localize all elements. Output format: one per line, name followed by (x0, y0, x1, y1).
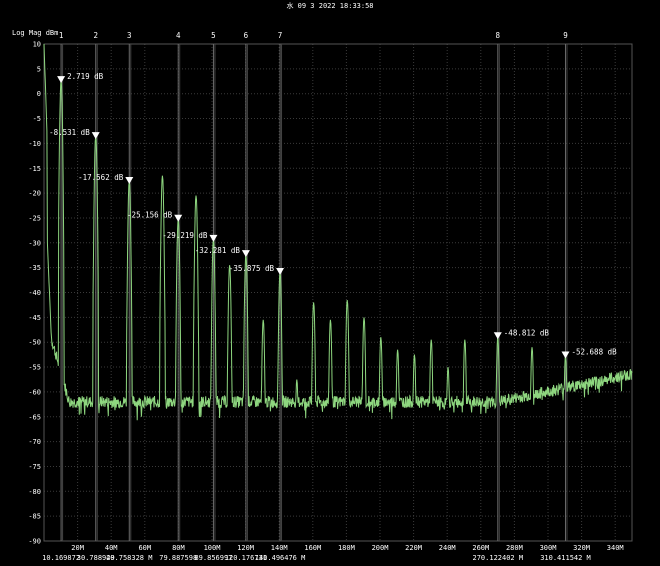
y-tick-label: -40 (28, 289, 41, 297)
marker-number: 8 (496, 31, 501, 40)
y-tick-label: -90 (28, 538, 41, 546)
y-tick-label: 0 (37, 90, 41, 98)
marker-triangle (125, 176, 134, 184)
marker-number: 2 (93, 31, 98, 40)
marker-frequency-readout: 140.496476 M (255, 554, 306, 562)
x-tick-label: 220M (405, 544, 422, 552)
marker-triangle (174, 214, 183, 222)
y-tick-label: -5 (33, 115, 41, 123)
marker-value-label: -8.531 dB (49, 128, 90, 137)
marker-value-label: -48.812 dB (504, 328, 550, 337)
x-tick-label: 120M (237, 544, 254, 552)
y-tick-label: -45 (28, 314, 41, 322)
y-tick-label: -60 (28, 388, 41, 396)
marker-frequency-readout: 79.887598 (159, 554, 197, 562)
x-tick-label: 80M (172, 544, 185, 552)
y-tick-label: -20 (28, 190, 41, 198)
y-tick-label: -75 (28, 463, 41, 471)
grid (43, 43, 633, 542)
y-tick-label: -65 (28, 413, 41, 421)
y-axis-label: Log Mag dBm (12, 29, 58, 37)
y-tick-label: -10 (28, 140, 41, 148)
x-tick-label: 140M (271, 544, 288, 552)
marker-triangle (561, 351, 570, 359)
x-tick-label: 60M (138, 544, 151, 552)
marker-triangle (493, 332, 502, 340)
marker-number: 6 (244, 31, 249, 40)
timestamp: 水 09 3 2022 18:33:58 (286, 1, 373, 10)
x-tick-label: 280M (506, 544, 523, 552)
marker-frequency-readout: 40.758328 M (106, 554, 152, 562)
y-tick-label: -80 (28, 488, 41, 496)
marker-triangle (57, 76, 66, 84)
x-tick-label: 20M (71, 544, 84, 552)
marker-triangle (209, 234, 218, 242)
marker-frequency-readout: 30.788929 (77, 554, 115, 562)
marker-frequency-readout: 120.176731 (225, 554, 267, 562)
y-tick-label: -30 (28, 239, 41, 247)
x-tick-label: 160M (304, 544, 321, 552)
x-tick-label: 340M (607, 544, 624, 552)
marker-triangle (91, 132, 100, 140)
spectrum-trace (43, 43, 633, 421)
marker-frequency-readout: 310.411542 M (540, 554, 591, 562)
marker-number: 7 (278, 31, 283, 40)
x-tick-label: 240M (439, 544, 456, 552)
marker-frequency-readout: 89.856997 (194, 554, 232, 562)
marker-frequency-readout: 270.122402 M (473, 554, 524, 562)
x-tick-label: 320M (573, 544, 590, 552)
y-tick-label: 5 (37, 65, 41, 73)
y-tick-label: -50 (28, 339, 41, 347)
marker-value-label: -35.875 dB (229, 264, 275, 273)
marker-value-label: -29.219 dB (162, 231, 208, 240)
marker-triangle (241, 250, 250, 258)
marker-number: 4 (176, 31, 181, 40)
marker-value-label: -25.156 dB (127, 211, 173, 220)
x-tick-label: 100M (204, 544, 221, 552)
plot-frame (43, 43, 633, 542)
marker-number: 1 (59, 31, 64, 40)
marker-value-label: 2.719 dB (67, 72, 104, 81)
marker-value-label: -52.688 dB (571, 348, 617, 357)
y-tick-label: 10 (33, 41, 41, 49)
marker-frequency-readout: 10.169872 (42, 554, 80, 562)
y-tick-label: -85 (28, 513, 41, 521)
y-tick-label: -70 (28, 438, 41, 446)
x-tick-label: 200M (372, 544, 389, 552)
x-tick-label: 300M (540, 544, 557, 552)
marker-number: 5 (211, 31, 216, 40)
marker-value-label: -32.281 dB (195, 246, 241, 255)
y-tick-label: -15 (28, 165, 41, 173)
y-tick-label: -55 (28, 364, 41, 372)
marker-number: 9 (563, 31, 568, 40)
y-axis-ticks: 10 5 0 -5 -10 -15 -20 -25 -30 -35 -40 -45 -50 -55 -60 -… (28, 41, 41, 546)
marker-value-label: -17.562 dB (78, 173, 124, 182)
x-tick-label: 40M (105, 544, 118, 552)
marker-triangle (276, 267, 285, 275)
markers: 1 2.719 dB 2 -8.531 dB 3 -17.562 dB 4 -25.156 d… (49, 31, 617, 359)
y-tick-label: -25 (28, 214, 41, 222)
x-axis-ticks: 20M 40M 60M 80M 100M 120M 140M 160M 180M 200M 220M… (71, 544, 623, 552)
x-tick-label: 260M (472, 544, 489, 552)
marker-number: 3 (127, 31, 132, 40)
y-tick-label: -35 (28, 264, 41, 272)
x-tick-label: 180M (338, 544, 355, 552)
